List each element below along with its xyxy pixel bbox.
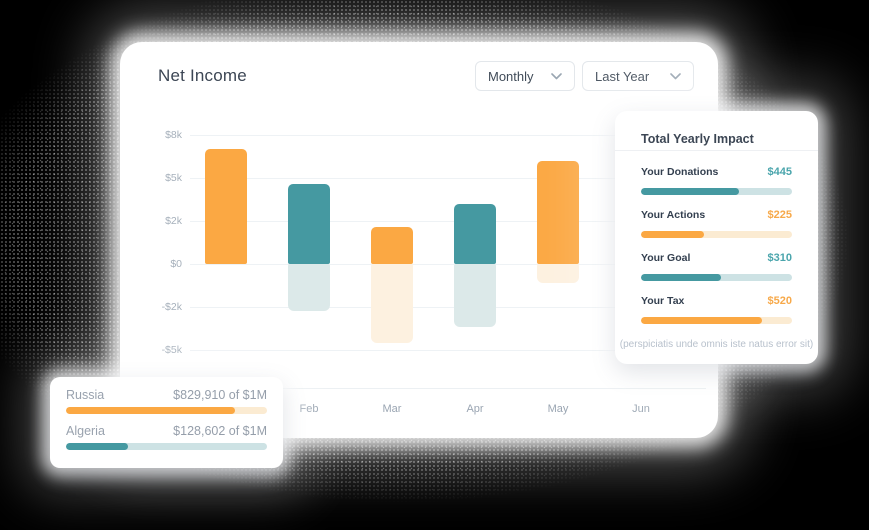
y-axis-tick-label: -$2k <box>161 301 182 313</box>
range-dropdown-value: Last Year <box>595 68 650 84</box>
divider <box>615 150 818 151</box>
gridline <box>190 264 706 265</box>
bar-apr-positive <box>454 203 496 264</box>
bar-chart: $8k$5k$2k$0-$2k-$5kJanFebMarAprMayJun <box>120 42 718 438</box>
country-progress-fill <box>66 443 129 450</box>
period-dropdown[interactable]: Monthly <box>475 61 575 91</box>
bar-feb-positive <box>288 183 330 264</box>
country-progress-bar <box>66 407 267 414</box>
impact-row-your-tax: Your Tax $520 <box>641 294 792 337</box>
country-progress-bar <box>66 443 267 450</box>
bar-mar-negative <box>371 264 413 343</box>
country-progress-card: Russia $829,910 of $1M Algeria $128,602 of … <box>50 377 283 468</box>
impact-row-your-donations: Your Donations $445 <box>641 165 792 208</box>
country-amount: $829,910 of $1M <box>173 387 267 402</box>
x-axis-line <box>183 388 706 389</box>
y-axis-tick-label: $8k <box>165 129 182 141</box>
y-axis-tick-label: $5k <box>165 172 182 184</box>
impact-progress-bar <box>641 188 792 195</box>
panel-title: Total Yearly Impact <box>641 132 754 146</box>
impact-row-value: $520 <box>767 295 792 307</box>
impact-progress-bar <box>641 317 792 324</box>
x-axis-tick-label: May <box>547 403 569 415</box>
y-axis-tick-label: $2k <box>165 215 182 227</box>
country-row-algeria: Algeria $128,602 of $1M <box>66 423 267 459</box>
bar-jan-positive <box>205 149 247 264</box>
y-axis-tick-label: -$5k <box>161 344 182 356</box>
impact-progress-fill <box>641 188 740 195</box>
impact-row-label: Your Donations <box>641 166 719 178</box>
x-axis-tick-label: Feb <box>299 403 319 415</box>
bar-feb-negative <box>288 264 330 312</box>
impact-row-your-goal: Your Goal $310 <box>641 251 792 294</box>
gridline <box>190 221 706 222</box>
panel-footnote: (perspiciatis unde omnis iste natus erro… <box>619 339 814 350</box>
impact-row-label: Your Actions <box>641 209 706 221</box>
bar-may-positive <box>537 160 579 264</box>
impact-row-your-actions: Your Actions $225 <box>641 208 792 251</box>
impact-rows: Your Donations $445 Your Actions $225 Your G… <box>641 165 792 337</box>
bar-mar-positive <box>371 227 413 264</box>
impact-progress-bar <box>641 231 792 238</box>
impact-progress-fill <box>641 317 762 324</box>
gridline <box>190 135 706 136</box>
chevron-down-icon <box>670 72 681 80</box>
range-dropdown[interactable]: Last Year <box>582 61 694 91</box>
chevron-down-icon <box>551 72 562 80</box>
impact-row-label: Your Tax <box>641 295 685 307</box>
impact-progress-fill <box>641 274 722 281</box>
country-label: Algeria <box>66 423 105 438</box>
period-dropdown-value: Monthly <box>488 68 534 84</box>
country-amount: $128,602 of $1M <box>173 423 267 438</box>
card-title: Net Income <box>158 66 247 85</box>
country-progress-rows: Russia $829,910 of $1M Algeria $128,602 of … <box>66 387 267 459</box>
total-yearly-impact-panel: Total Yearly Impact Your Donations $445 Yo… <box>615 111 818 364</box>
country-label: Russia <box>66 387 105 402</box>
gridline <box>190 178 706 179</box>
impact-row-value: $225 <box>767 209 792 221</box>
country-progress-fill <box>66 407 235 414</box>
bar-may-negative <box>537 264 579 284</box>
impact-progress-fill <box>641 231 705 238</box>
impact-row-value: $445 <box>767 166 792 178</box>
gridline <box>190 307 706 308</box>
impact-row-label: Your Goal <box>641 252 691 264</box>
impact-row-value: $310 <box>767 252 792 264</box>
x-axis-tick-label: Apr <box>466 403 484 415</box>
x-axis-tick-label: Mar <box>382 403 402 415</box>
x-axis-tick-label: Jun <box>632 403 650 415</box>
gridline <box>190 350 706 351</box>
country-row-russia: Russia $829,910 of $1M <box>66 387 267 423</box>
bar-apr-negative <box>454 264 496 328</box>
y-axis-tick-label: $0 <box>170 258 182 270</box>
impact-progress-bar <box>641 274 792 281</box>
